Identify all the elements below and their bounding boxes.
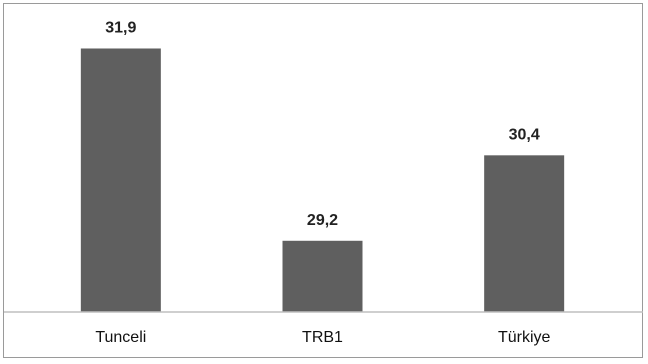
- value-label-0: 31,9: [105, 19, 136, 36]
- bar-1: [282, 240, 363, 312]
- value-labels-group: 31,9 29,2 30,4: [105, 19, 540, 228]
- x-tick-label-0: Tunceli: [95, 329, 146, 346]
- bars-group: [80, 48, 565, 313]
- x-tick-label-1: TRB1: [302, 329, 343, 346]
- bar-0: [80, 48, 161, 313]
- value-label-1: 29,2: [307, 212, 338, 229]
- bar-2: [484, 155, 565, 312]
- x-tick-label-2: Türkiye: [498, 329, 551, 346]
- x-tick-labels-group: Tunceli TRB1 Türkiye: [95, 329, 550, 346]
- value-label-2: 30,4: [509, 126, 540, 143]
